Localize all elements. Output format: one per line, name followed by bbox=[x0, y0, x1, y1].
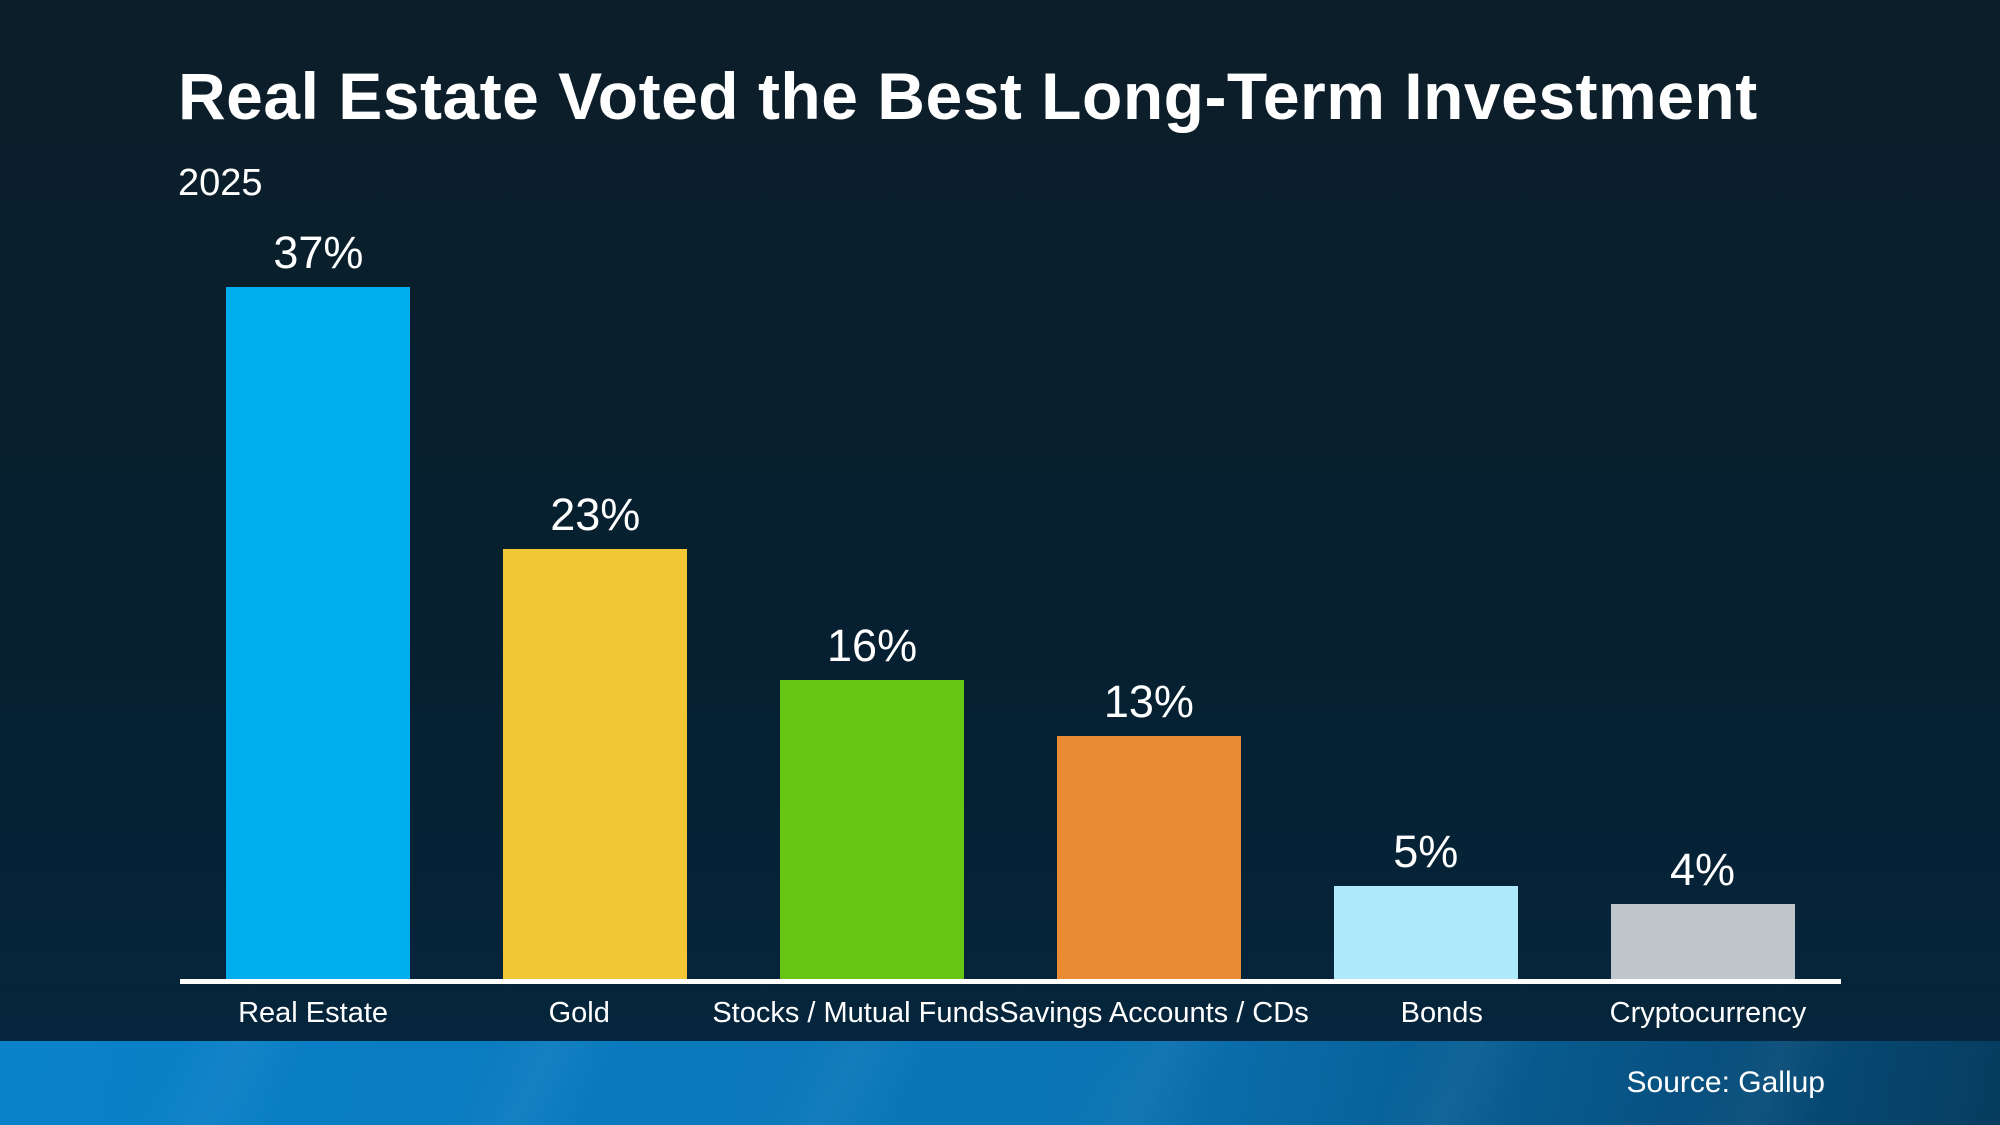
bar-group: 13% bbox=[1010, 676, 1287, 980]
bar bbox=[780, 679, 965, 980]
bar bbox=[226, 287, 411, 980]
bar-category-label: Stocks / Mutual Funds bbox=[712, 997, 1000, 1030]
bar-category-label: Savings Accounts / CDs bbox=[999, 997, 1309, 1030]
chart-title: Real Estate Voted the Best Long-Term Inv… bbox=[178, 59, 1758, 133]
bar bbox=[1056, 736, 1241, 980]
source-credit: Source: Gallup bbox=[1626, 1066, 1825, 1099]
plot-area: 37% 23% 16% 13% 5% 4% bbox=[180, 211, 1841, 980]
bar-value-label: 23% bbox=[550, 489, 641, 541]
bar bbox=[1333, 885, 1518, 980]
x-axis-line bbox=[180, 979, 1841, 985]
chart-subtitle: 2025 bbox=[178, 162, 263, 204]
bar-category-label: Cryptocurrency bbox=[1609, 997, 1807, 1030]
bar-group: 37% bbox=[180, 227, 457, 980]
bar-group: 23% bbox=[457, 489, 734, 980]
bar-chart: 37% 23% 16% 13% 5% 4% Real Estate Gold Stocks /… bbox=[180, 211, 1841, 1030]
bar bbox=[503, 549, 688, 980]
bar-value-label: 13% bbox=[1103, 676, 1194, 728]
bar-category-label: Gold bbox=[548, 997, 610, 1030]
bar-category-label: Bonds bbox=[1400, 997, 1483, 1030]
bar-value-label: 5% bbox=[1393, 825, 1459, 877]
bar bbox=[1610, 904, 1795, 980]
footer-bar: Source: Gallup bbox=[0, 1041, 2000, 1125]
bar-category-label: Real Estate bbox=[238, 997, 389, 1030]
bar-group: 16% bbox=[734, 619, 1011, 980]
bar-group: 4% bbox=[1564, 844, 1841, 980]
bar-value-label: 37% bbox=[273, 227, 364, 279]
bar-value-label: 16% bbox=[827, 619, 918, 671]
x-axis-labels: Real Estate Gold Stocks / Mutual Funds Savi… bbox=[180, 984, 1841, 1030]
bar-value-label: 4% bbox=[1670, 844, 1736, 896]
bar-group: 5% bbox=[1287, 829, 1564, 980]
